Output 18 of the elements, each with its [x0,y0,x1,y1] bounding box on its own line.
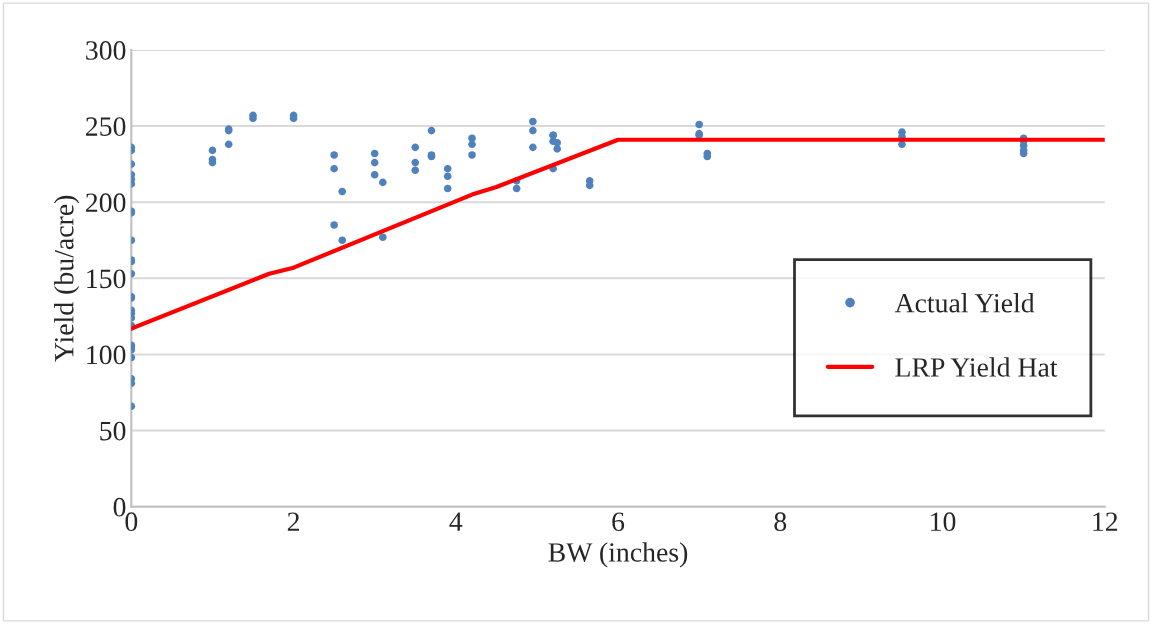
y-axis-title: Yield (bu/acre) [54,195,80,362]
x-tick-label: 2 [287,512,299,531]
y-tick-label: 250 [86,117,126,136]
y-tick-label: 150 [87,269,126,289]
y-tick-label: 100 [87,345,126,365]
line-series [131,137,1105,331]
legend-label: Actual Yield [894,293,1035,313]
x-tick-label: 6 [612,512,625,532]
y-tick-label: 50 [100,421,126,441]
legend-label: LRP Yield Hat [895,357,1058,377]
x-tick-label: 10 [931,512,956,532]
x-tick-label: 8 [774,512,787,532]
y-tick-label: 200 [86,193,126,213]
x-tick-label: 4 [449,512,463,531]
y-tick-label: 300 [86,41,126,60]
x-axis-title: BW (inches) [548,542,688,568]
y-tick-label: 0 [113,497,126,517]
x-tick-label: 12 [1093,512,1118,531]
